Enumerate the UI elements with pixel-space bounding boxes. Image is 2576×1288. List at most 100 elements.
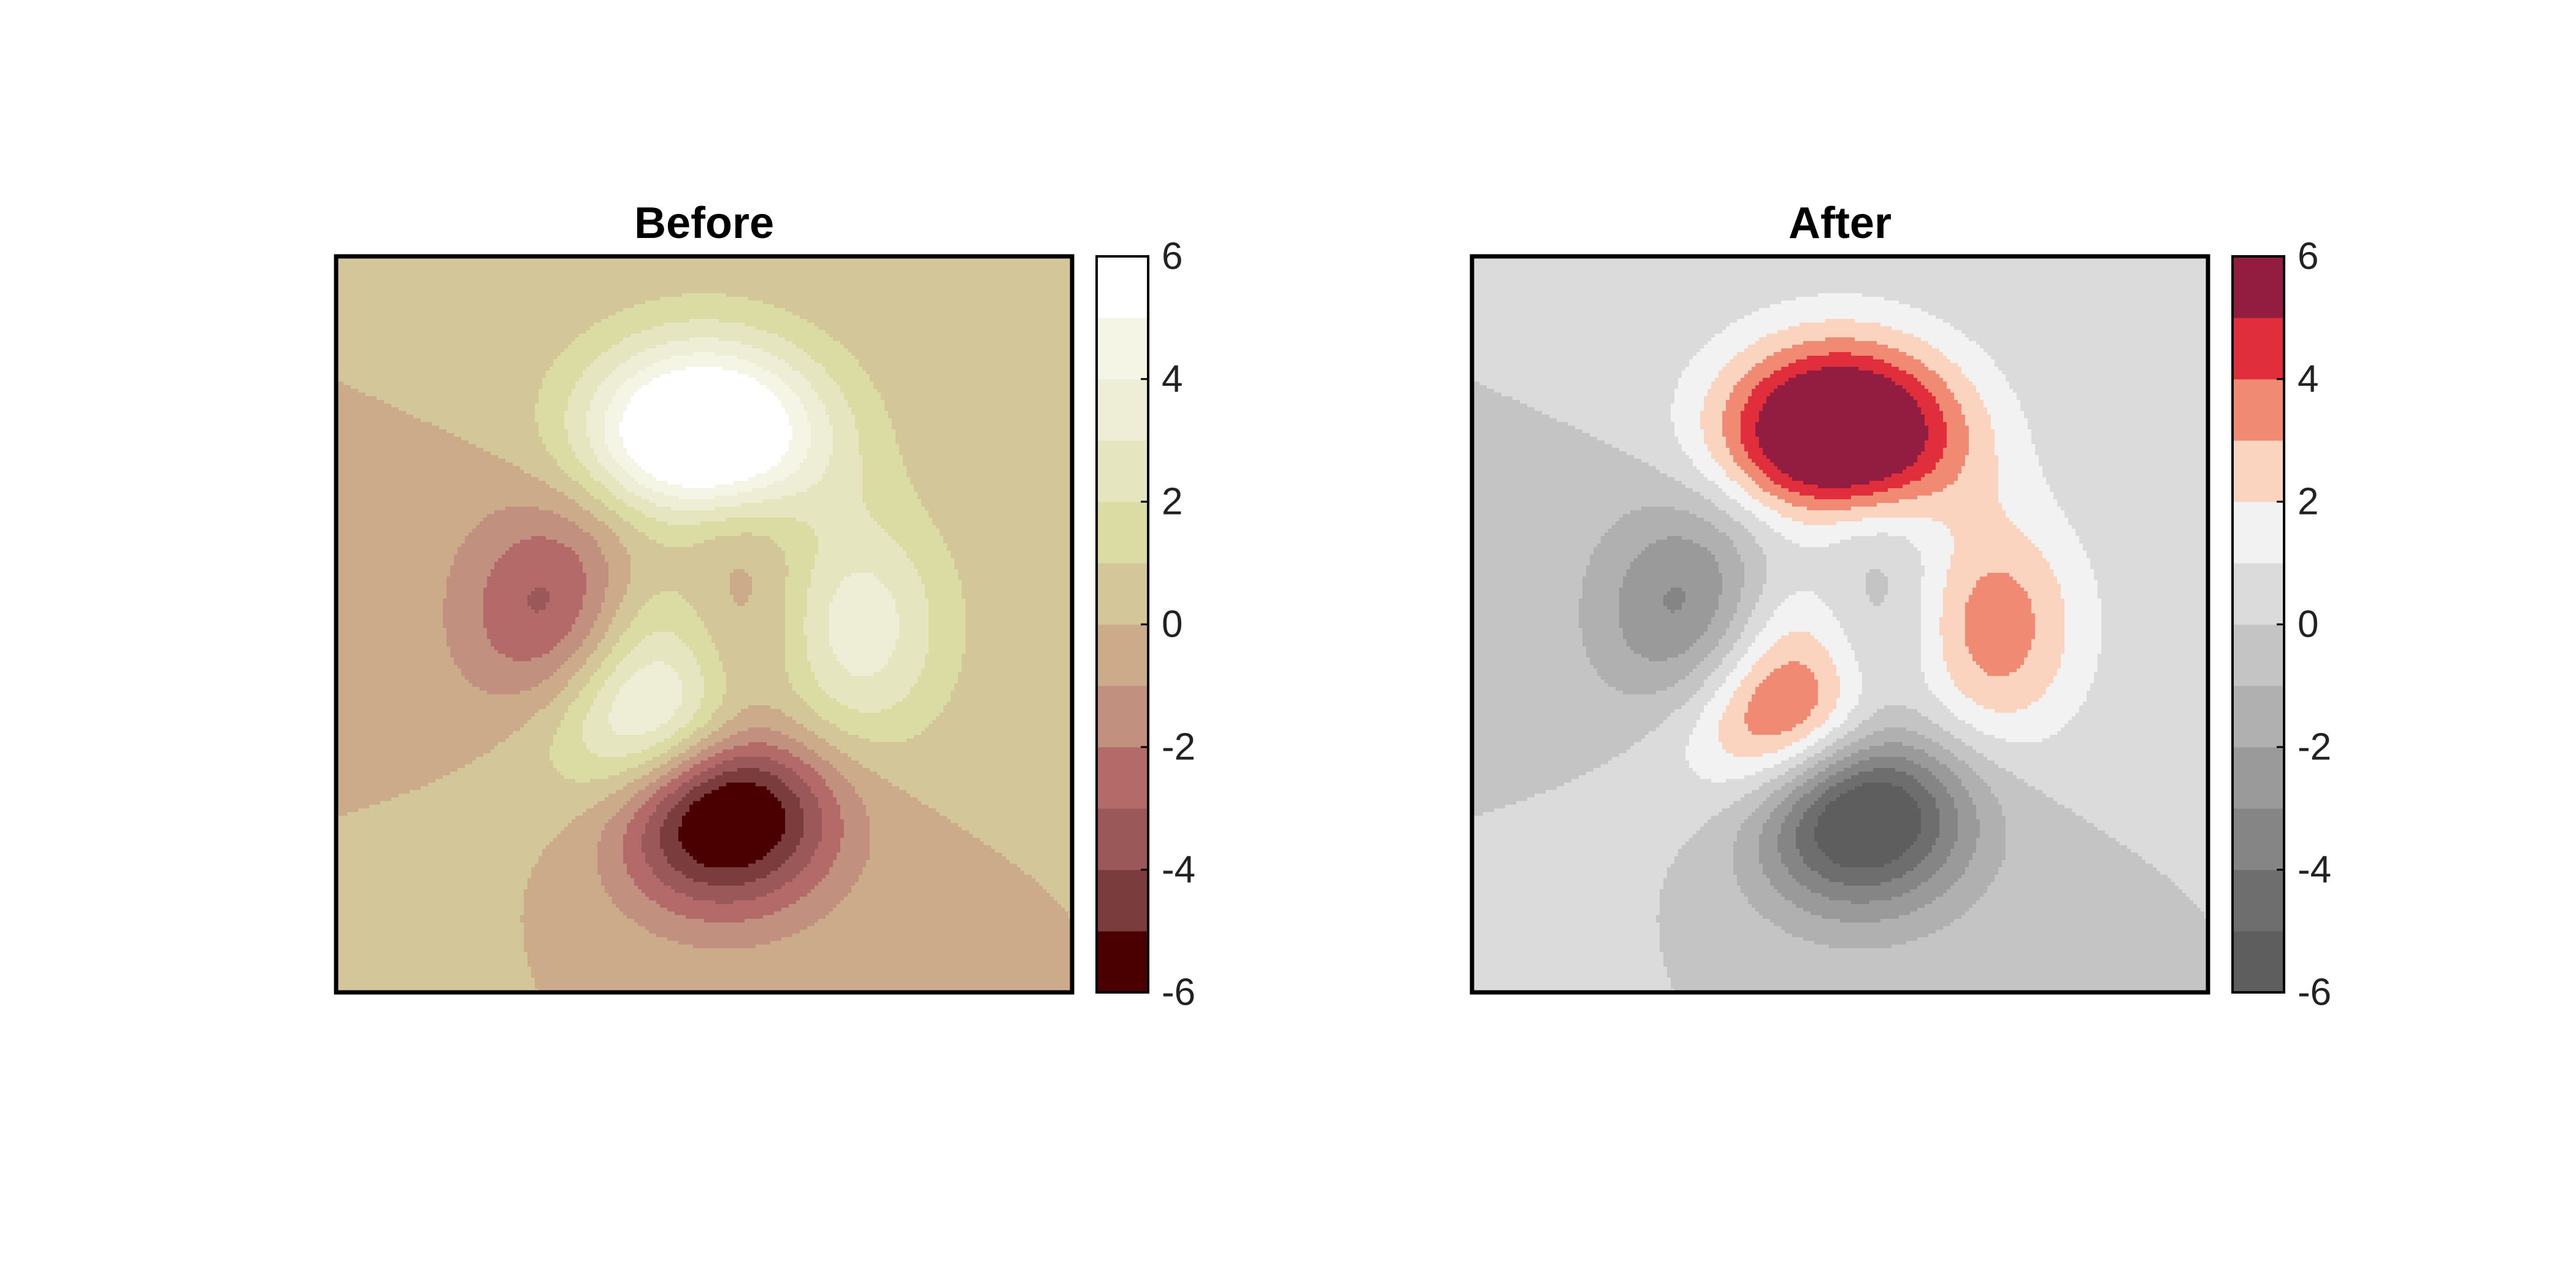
contour-band-cell [1781,635,1815,640]
contour-band-cell [1472,948,1660,953]
contour-band-cell [616,790,638,794]
contour-band-cell [682,841,778,846]
contour-band-cell [336,790,410,794]
contour-band-cell [1777,805,1793,809]
colorbar-tick-label: -2 [1162,726,1195,769]
contour-band-cell [1906,790,1929,794]
contour-band-cell [1472,926,1660,930]
contour-band-cell [487,584,587,588]
contour-band-cell [631,562,786,566]
contour-band-cell [925,591,962,596]
contour-band-cell [811,665,845,669]
contour-band-cell [1730,702,1749,706]
contour-band-cell [1660,922,1774,927]
contour-band-cell [1914,761,1940,765]
contour-band-cell [1811,889,1911,894]
contour-band-cell [1954,919,2209,923]
contour-band-cell [1752,312,1929,316]
contour-band-cell [1667,591,1686,596]
contour-band-cell [447,639,491,643]
contour-band-cell [1472,753,1620,757]
contour-band-cell [583,606,602,610]
contour-band-cell [1928,683,1955,688]
contour-band-cell [748,742,767,746]
contour-band-cell [1715,334,1767,338]
contour-band-cell [1472,882,1664,886]
contour-band-cell [1763,503,1793,507]
contour-band-cell [862,470,907,474]
contour-band-cell [2094,569,2209,573]
contour-band-cell [2079,709,2209,713]
contour-band-cell [601,830,627,835]
contour-band-cell [686,875,767,879]
contour-band-cell [1792,808,1807,813]
contour-band-cell [2053,492,2209,496]
contour-band-cell [616,904,661,908]
contour-band-cell [811,661,841,665]
contour-band-cell [653,661,664,665]
contour-band-cell [862,481,911,485]
contour-band-cell [1781,301,1899,305]
contour-band-cell [1921,617,1940,621]
contour-band-cell [616,613,638,618]
contour-band-cell [1472,606,1579,610]
contour-band-cell [704,724,723,728]
contour-band-cell [1925,363,1958,367]
contour-band-cell [1969,794,1995,798]
contour-band-cell [1671,981,2209,986]
contour-band-cell [1704,429,1723,434]
contour-band-cell [1961,470,1999,474]
contour-band-cell [634,878,661,883]
contour-band-cell [800,805,819,809]
contour-band-cell [1851,643,1922,647]
contour-band-cell [1825,746,1844,750]
contour-band-cell [336,470,524,474]
contour-band-cell [2064,606,2102,610]
contour-band-cell [785,599,808,603]
contour-band-cell [855,356,1073,360]
contour-band-cell [1892,860,1922,864]
contour-band-cell [767,485,811,489]
contour-band-cell [336,496,569,500]
contour-band-cell [656,742,679,746]
contour-band-cell [1630,746,1686,750]
contour-band-cell [336,297,661,301]
contour-band-cell [932,720,1073,724]
contour-band-cell [837,698,903,702]
contour-band-cell [1921,657,1944,662]
contour-band-cell [1921,407,1940,412]
contour-band-cell [785,411,808,415]
contour-band-cell [1752,698,1819,702]
contour-band-cell [472,761,554,765]
contour-band-cell [833,599,896,603]
contour-band-cell [1722,466,1741,470]
contour-band-cell [704,687,727,691]
contour-band-cell [895,599,929,603]
contour-band-cell [406,411,535,415]
contour-band-cell [1748,724,1796,728]
contour-band-cell [586,418,605,423]
contour-band-cell [2053,496,2209,500]
contour-band-cell [1711,672,1730,677]
contour-band-cell [962,584,1073,588]
contour-band-cell [785,783,808,787]
contour-band-cell [1472,551,1594,555]
contour-band-cell [1061,904,1073,908]
contour-band-cell [862,797,918,802]
contour-band-cell [1708,341,1756,345]
contour-band-cell [1844,632,1922,636]
contour-band-cell [1763,654,1830,658]
contour-band-cell [921,801,1073,805]
contour-band-cell [899,444,1073,448]
contour-band-cell [1744,348,1782,353]
contour-band-cell [914,735,1073,739]
contour-band-cell [1969,440,1995,445]
contour-band-cell [899,624,929,629]
contour-band-cell [1921,632,1940,636]
contour-band-cell [1844,757,1870,761]
contour-band-cell [1873,731,1918,735]
contour-band-cell [623,845,642,849]
contour-band-cell [2090,562,2209,566]
contour-band-cell [818,680,918,684]
contour-band-cell [1903,853,1929,857]
